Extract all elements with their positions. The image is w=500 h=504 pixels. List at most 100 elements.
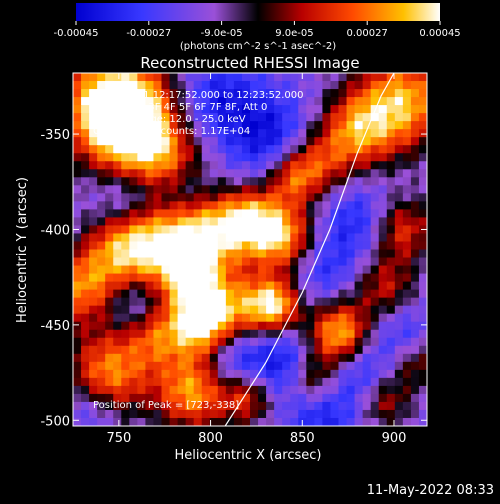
heatmap-cell	[169, 153, 179, 162]
heatmap-cell	[97, 241, 106, 251]
x-axis-label: Heliocentric X (arcsec)	[175, 448, 322, 463]
heatmap-cell	[410, 313, 420, 323]
heatmap-cell	[185, 265, 195, 275]
heatmap-cell	[282, 265, 291, 275]
heatmap-cell	[346, 177, 356, 186]
heatmap-cell	[306, 393, 315, 403]
heatmap-cell	[274, 281, 283, 291]
heatmap-cell	[394, 369, 404, 379]
heatmap-cell	[113, 193, 122, 202]
heatmap-cell	[241, 185, 251, 194]
heatmap-cell	[209, 305, 219, 315]
heatmap-cell	[217, 105, 227, 114]
colorbar-tick-label: -9.0e-05	[201, 28, 243, 39]
heatmap-cell	[89, 369, 98, 379]
heatmap-cell	[121, 337, 130, 347]
heatmap-cell	[274, 177, 283, 186]
heatmap-cell	[378, 241, 388, 251]
heatmap-cell	[129, 129, 138, 138]
heatmap-cell	[89, 129, 98, 138]
heatmap-cell	[418, 393, 427, 403]
heatmap-cell	[225, 161, 235, 170]
heatmap-cell	[113, 409, 122, 419]
heatmap-cell	[169, 313, 179, 323]
heatmap-cell	[201, 329, 211, 339]
heatmap-cell	[394, 137, 404, 146]
heatmap-cell	[225, 121, 235, 130]
heatmap-cell	[209, 257, 219, 267]
heatmap-cell	[386, 137, 396, 146]
heatmap-cell	[177, 249, 187, 259]
heatmap-cell	[201, 209, 211, 219]
heatmap-cell	[266, 225, 275, 235]
heatmap-cell	[201, 145, 211, 154]
heatmap-cell	[81, 417, 90, 426]
heatmap-cell	[330, 113, 340, 122]
heatmap-cell	[121, 81, 130, 90]
heatmap-cell	[258, 289, 267, 299]
heatmap-cell	[418, 169, 427, 178]
heatmap-cell	[137, 361, 147, 371]
heatmap-cell	[314, 169, 324, 178]
heatmap-cell	[169, 217, 179, 227]
heatmap-cell	[97, 321, 106, 331]
heatmap-cell	[89, 105, 98, 114]
heatmap-cell	[266, 233, 275, 243]
heatmap-cell	[185, 257, 195, 267]
heatmap-cell	[169, 137, 179, 146]
heatmap-cell	[370, 401, 380, 411]
heatmap-cell	[73, 145, 82, 154]
heatmap-cell	[314, 145, 324, 154]
heatmap-cell	[121, 73, 130, 82]
heatmap-cell	[290, 185, 299, 194]
heatmap-cell	[209, 233, 219, 243]
heatmap-cell	[97, 217, 106, 227]
heatmap-cell	[306, 369, 315, 379]
heatmap-cell	[209, 353, 219, 363]
heatmap-cell	[217, 393, 227, 403]
heatmap-cell	[298, 193, 307, 202]
heatmap-cell	[137, 313, 147, 323]
heatmap-cell	[258, 89, 267, 98]
heatmap-cell	[121, 129, 130, 138]
heatmap-cell	[121, 345, 130, 355]
heatmap-cell	[209, 89, 219, 98]
heatmap-cell	[241, 241, 251, 251]
heatmap-cell	[370, 393, 380, 403]
heatmap-cell	[137, 417, 147, 426]
heatmap-cell	[169, 177, 179, 186]
heatmap-cell	[282, 273, 291, 283]
heatmap-cell	[201, 89, 211, 98]
heatmap-cell	[241, 81, 251, 90]
heatmap-cell	[402, 169, 412, 178]
heatmap-cell	[290, 393, 299, 403]
heatmap-cell	[185, 113, 195, 122]
heatmap-cell	[121, 417, 130, 426]
heatmap-cell	[153, 193, 163, 202]
heatmap-cell	[73, 137, 82, 146]
heatmap-cell	[386, 153, 396, 162]
heatmap-cell	[81, 321, 90, 331]
heatmap-cell	[338, 233, 348, 243]
heatmap-cell	[145, 313, 155, 323]
heatmap-cell	[81, 169, 90, 178]
heatmap-cell	[129, 345, 138, 355]
heatmap-cell	[370, 233, 380, 243]
heatmap-cell	[137, 321, 147, 331]
heatmap-cell	[322, 217, 332, 227]
heatmap-cell	[306, 249, 315, 259]
heatmap-cell	[290, 145, 299, 154]
heatmap-cell	[137, 193, 147, 202]
heatmap-cell	[306, 233, 315, 243]
heatmap-cell	[153, 177, 163, 186]
heatmap-cell	[73, 257, 82, 267]
heatmap-cell	[322, 361, 332, 371]
heatmap-cell	[322, 281, 332, 291]
heatmap-cell	[209, 177, 219, 186]
heatmap-cell	[362, 257, 372, 267]
heatmap-cell	[177, 313, 187, 323]
heatmap-cell	[193, 129, 203, 138]
heatmap-cell	[113, 81, 122, 90]
heatmap-cell	[73, 393, 82, 403]
heatmap-cell	[81, 217, 90, 227]
